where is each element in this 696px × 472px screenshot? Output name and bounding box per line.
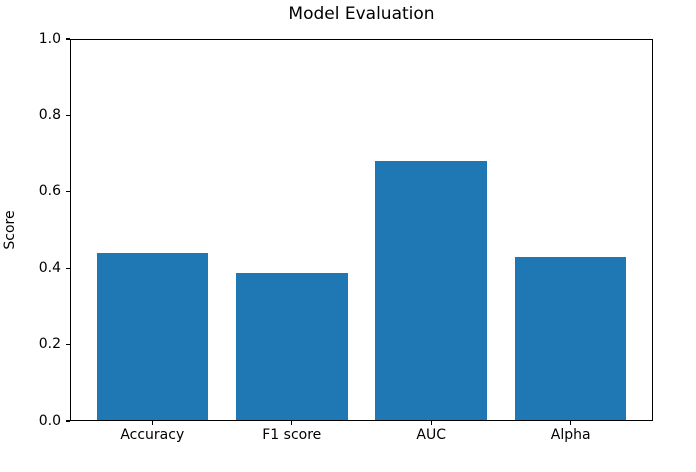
chart-title: Model Evaluation (288, 4, 435, 24)
x-tick-mark (570, 421, 572, 425)
y-tick-mark (66, 191, 70, 193)
y-tick-label: 0.4 (38, 259, 61, 276)
x-tick-label: Accuracy (120, 427, 185, 443)
y-tick-mark (66, 38, 70, 40)
x-tick-mark (430, 421, 432, 425)
x-tick-label: F1 score (262, 427, 322, 443)
y-tick-mark (66, 344, 70, 346)
bar-alpha (514, 256, 627, 421)
x-tick-mark (291, 421, 293, 425)
y-tick-label: 0.2 (38, 336, 61, 353)
y-axis-label: Score (2, 210, 18, 250)
bar-auc (375, 160, 488, 421)
x-tick-label: AUC (416, 427, 447, 443)
y-tick-mark (66, 420, 70, 422)
x-tick-label: Alpha (550, 427, 591, 443)
y-tick-label: 0.0 (38, 412, 61, 429)
y-tick-label: 1.0 (38, 30, 61, 47)
y-tick-mark (66, 267, 70, 269)
y-tick-mark (66, 114, 70, 116)
bar-accuracy (96, 252, 209, 421)
y-tick-label: 0.8 (38, 106, 61, 123)
y-tick-label: 0.6 (38, 183, 61, 200)
bar-f1-score (235, 273, 348, 421)
x-tick-mark (151, 421, 153, 425)
